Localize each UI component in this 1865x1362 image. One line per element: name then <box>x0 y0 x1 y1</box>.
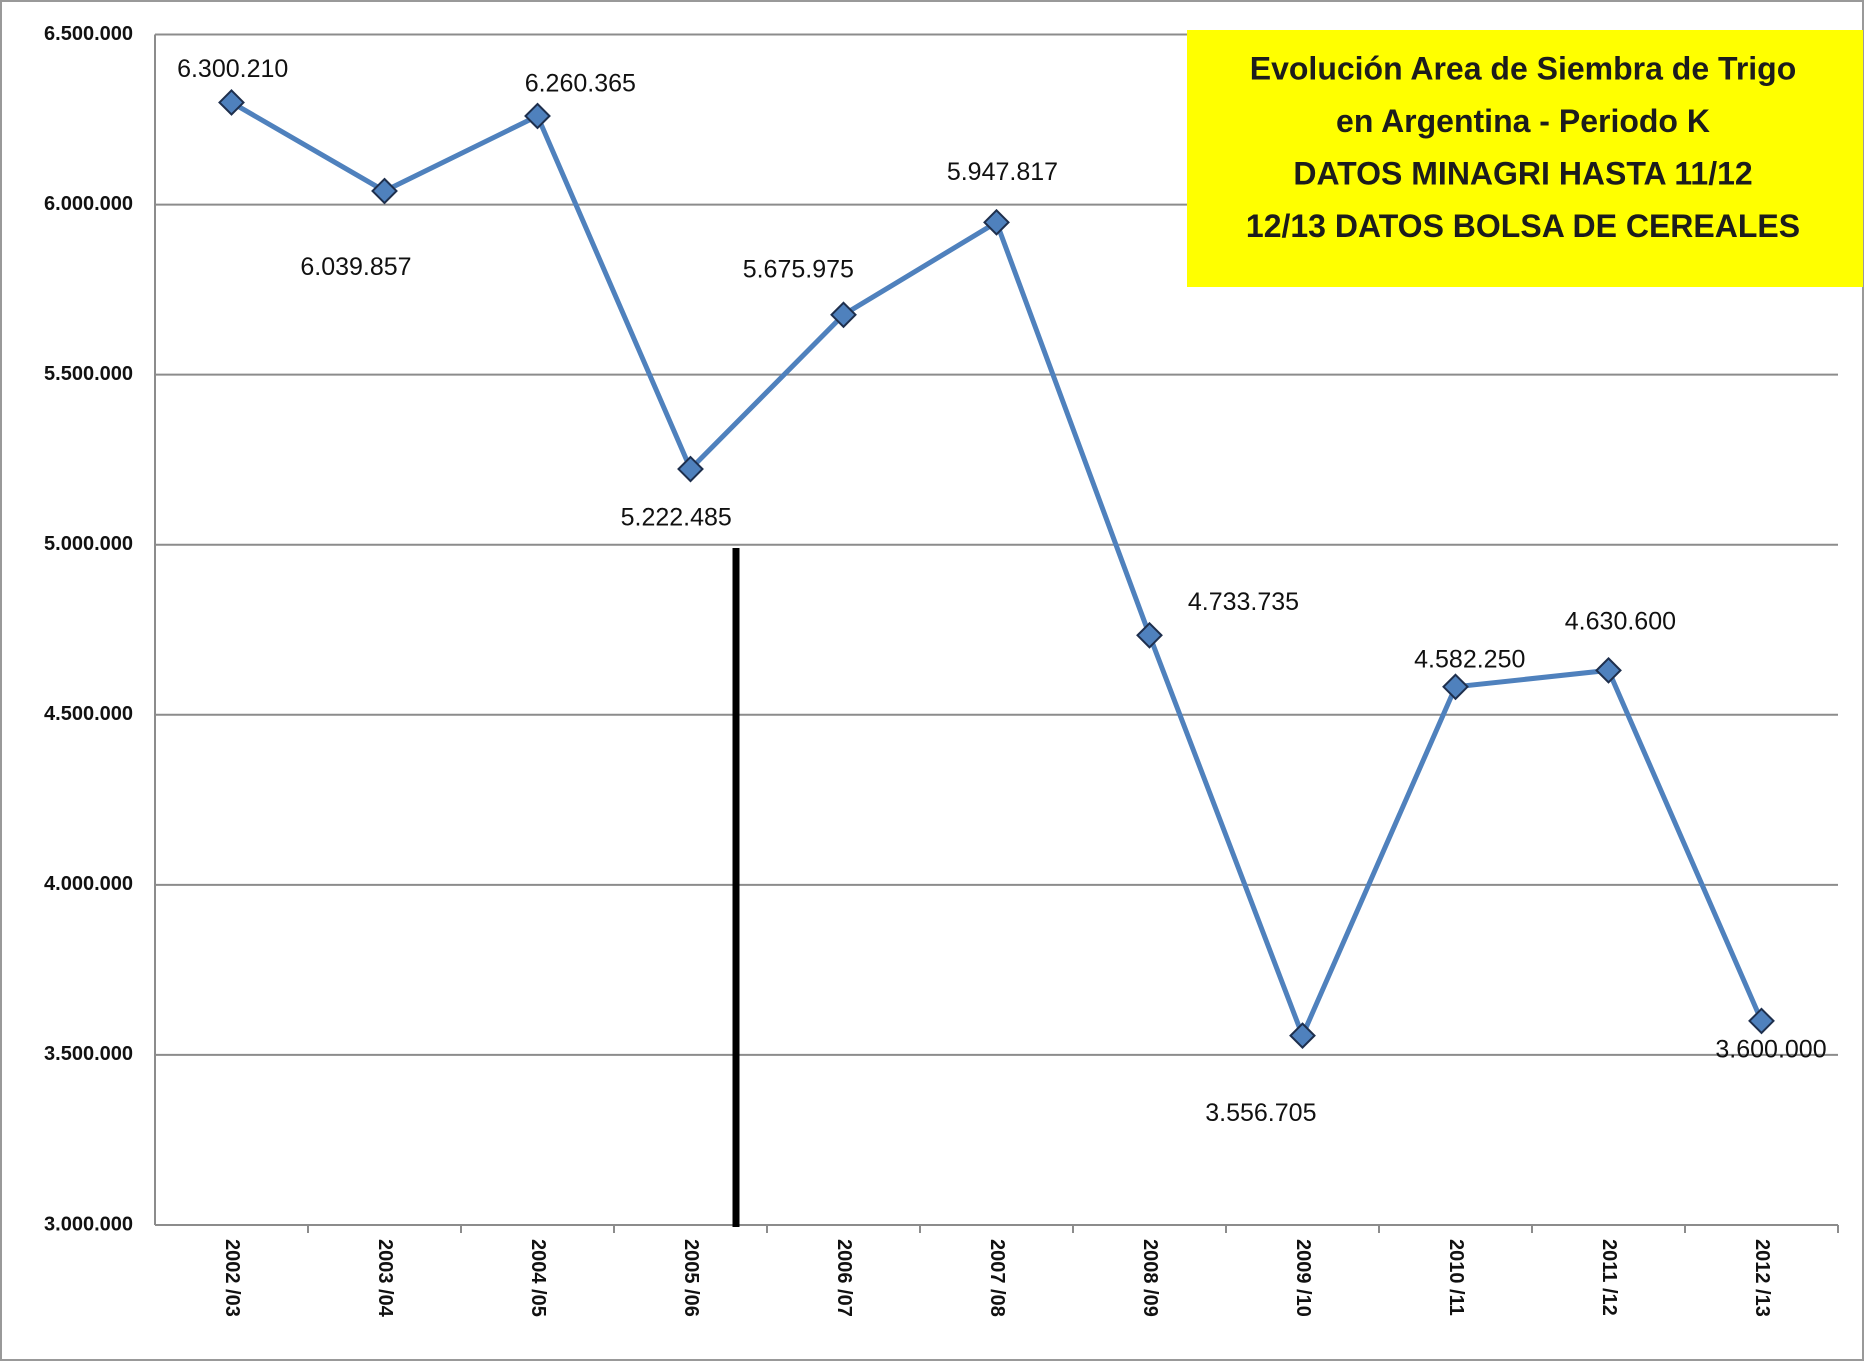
marker <box>983 208 1010 236</box>
x-tick-label: 2007 /08 <box>986 1239 1008 1317</box>
y-tick-label: 4.500.000 <box>44 703 133 725</box>
marker <box>830 301 857 329</box>
chart-title: en Argentina - Periodo K <box>1336 103 1710 139</box>
marker <box>371 177 398 205</box>
marker <box>1136 621 1163 649</box>
marker <box>677 455 704 483</box>
x-tick-label: 2010 /11 <box>1445 1239 1467 1316</box>
y-tick-label: 6.500.000 <box>44 23 133 45</box>
marker <box>1442 673 1469 701</box>
x-tick-label: 2002 /03 <box>221 1239 243 1317</box>
data-label: 4.582.250 <box>1414 645 1525 673</box>
y-tick-label: 6.000.000 <box>44 193 133 215</box>
data-label: 6.300.210 <box>177 55 288 83</box>
marker <box>1595 656 1622 684</box>
data-label: 5.947.817 <box>947 158 1058 186</box>
chart-title: DATOS MINAGRI HASTA 11/12 <box>1293 155 1752 191</box>
marker <box>218 89 245 116</box>
x-tick-label: 2011 /12 <box>1598 1239 1620 1316</box>
chart-title: 12/13 DATOS BOLSA DE CEREALES <box>1246 208 1800 244</box>
data-label: 4.733.735 <box>1188 588 1299 616</box>
data-label: 5.675.975 <box>743 255 854 283</box>
y-tick-label: 5.500.000 <box>44 363 133 385</box>
title-box <box>1187 30 1863 287</box>
data-label: 6.039.857 <box>300 253 411 281</box>
marker <box>524 102 551 130</box>
y-tick-label: 3.500.000 <box>44 1043 133 1065</box>
marker <box>1289 1022 1316 1050</box>
y-tick-label: 5.000.000 <box>44 533 133 555</box>
marker <box>1748 1007 1775 1035</box>
x-tick-label: 2009 /10 <box>1292 1239 1314 1317</box>
marks: 6.300.210 6.039.857 6.260.365 5.222.485 5.67… <box>177 55 1827 1127</box>
y-tick-label: 3.000.000 <box>44 1213 133 1235</box>
x-tick-label: 2008 /09 <box>1139 1239 1161 1317</box>
x-tick-label: 2005 /06 <box>680 1239 702 1317</box>
x-tick-label: 2003 /04 <box>374 1239 396 1318</box>
x-tick-label: 2012 /13 <box>1751 1239 1773 1317</box>
x-tick-label: 2006 /07 <box>833 1239 855 1317</box>
data-label: 6.260.365 <box>525 70 636 98</box>
y-tick-label: 4.000.000 <box>44 873 133 895</box>
data-label: 3.600.000 <box>1715 1035 1826 1063</box>
data-label: 4.630.600 <box>1565 607 1676 635</box>
data-label: 5.222.485 <box>621 504 732 532</box>
x-tick-label: 2004 /05 <box>527 1239 549 1317</box>
data-label: 3.556.705 <box>1205 1099 1316 1127</box>
chart-title: Evolución Area de Siembra de Trigo <box>1250 50 1797 86</box>
